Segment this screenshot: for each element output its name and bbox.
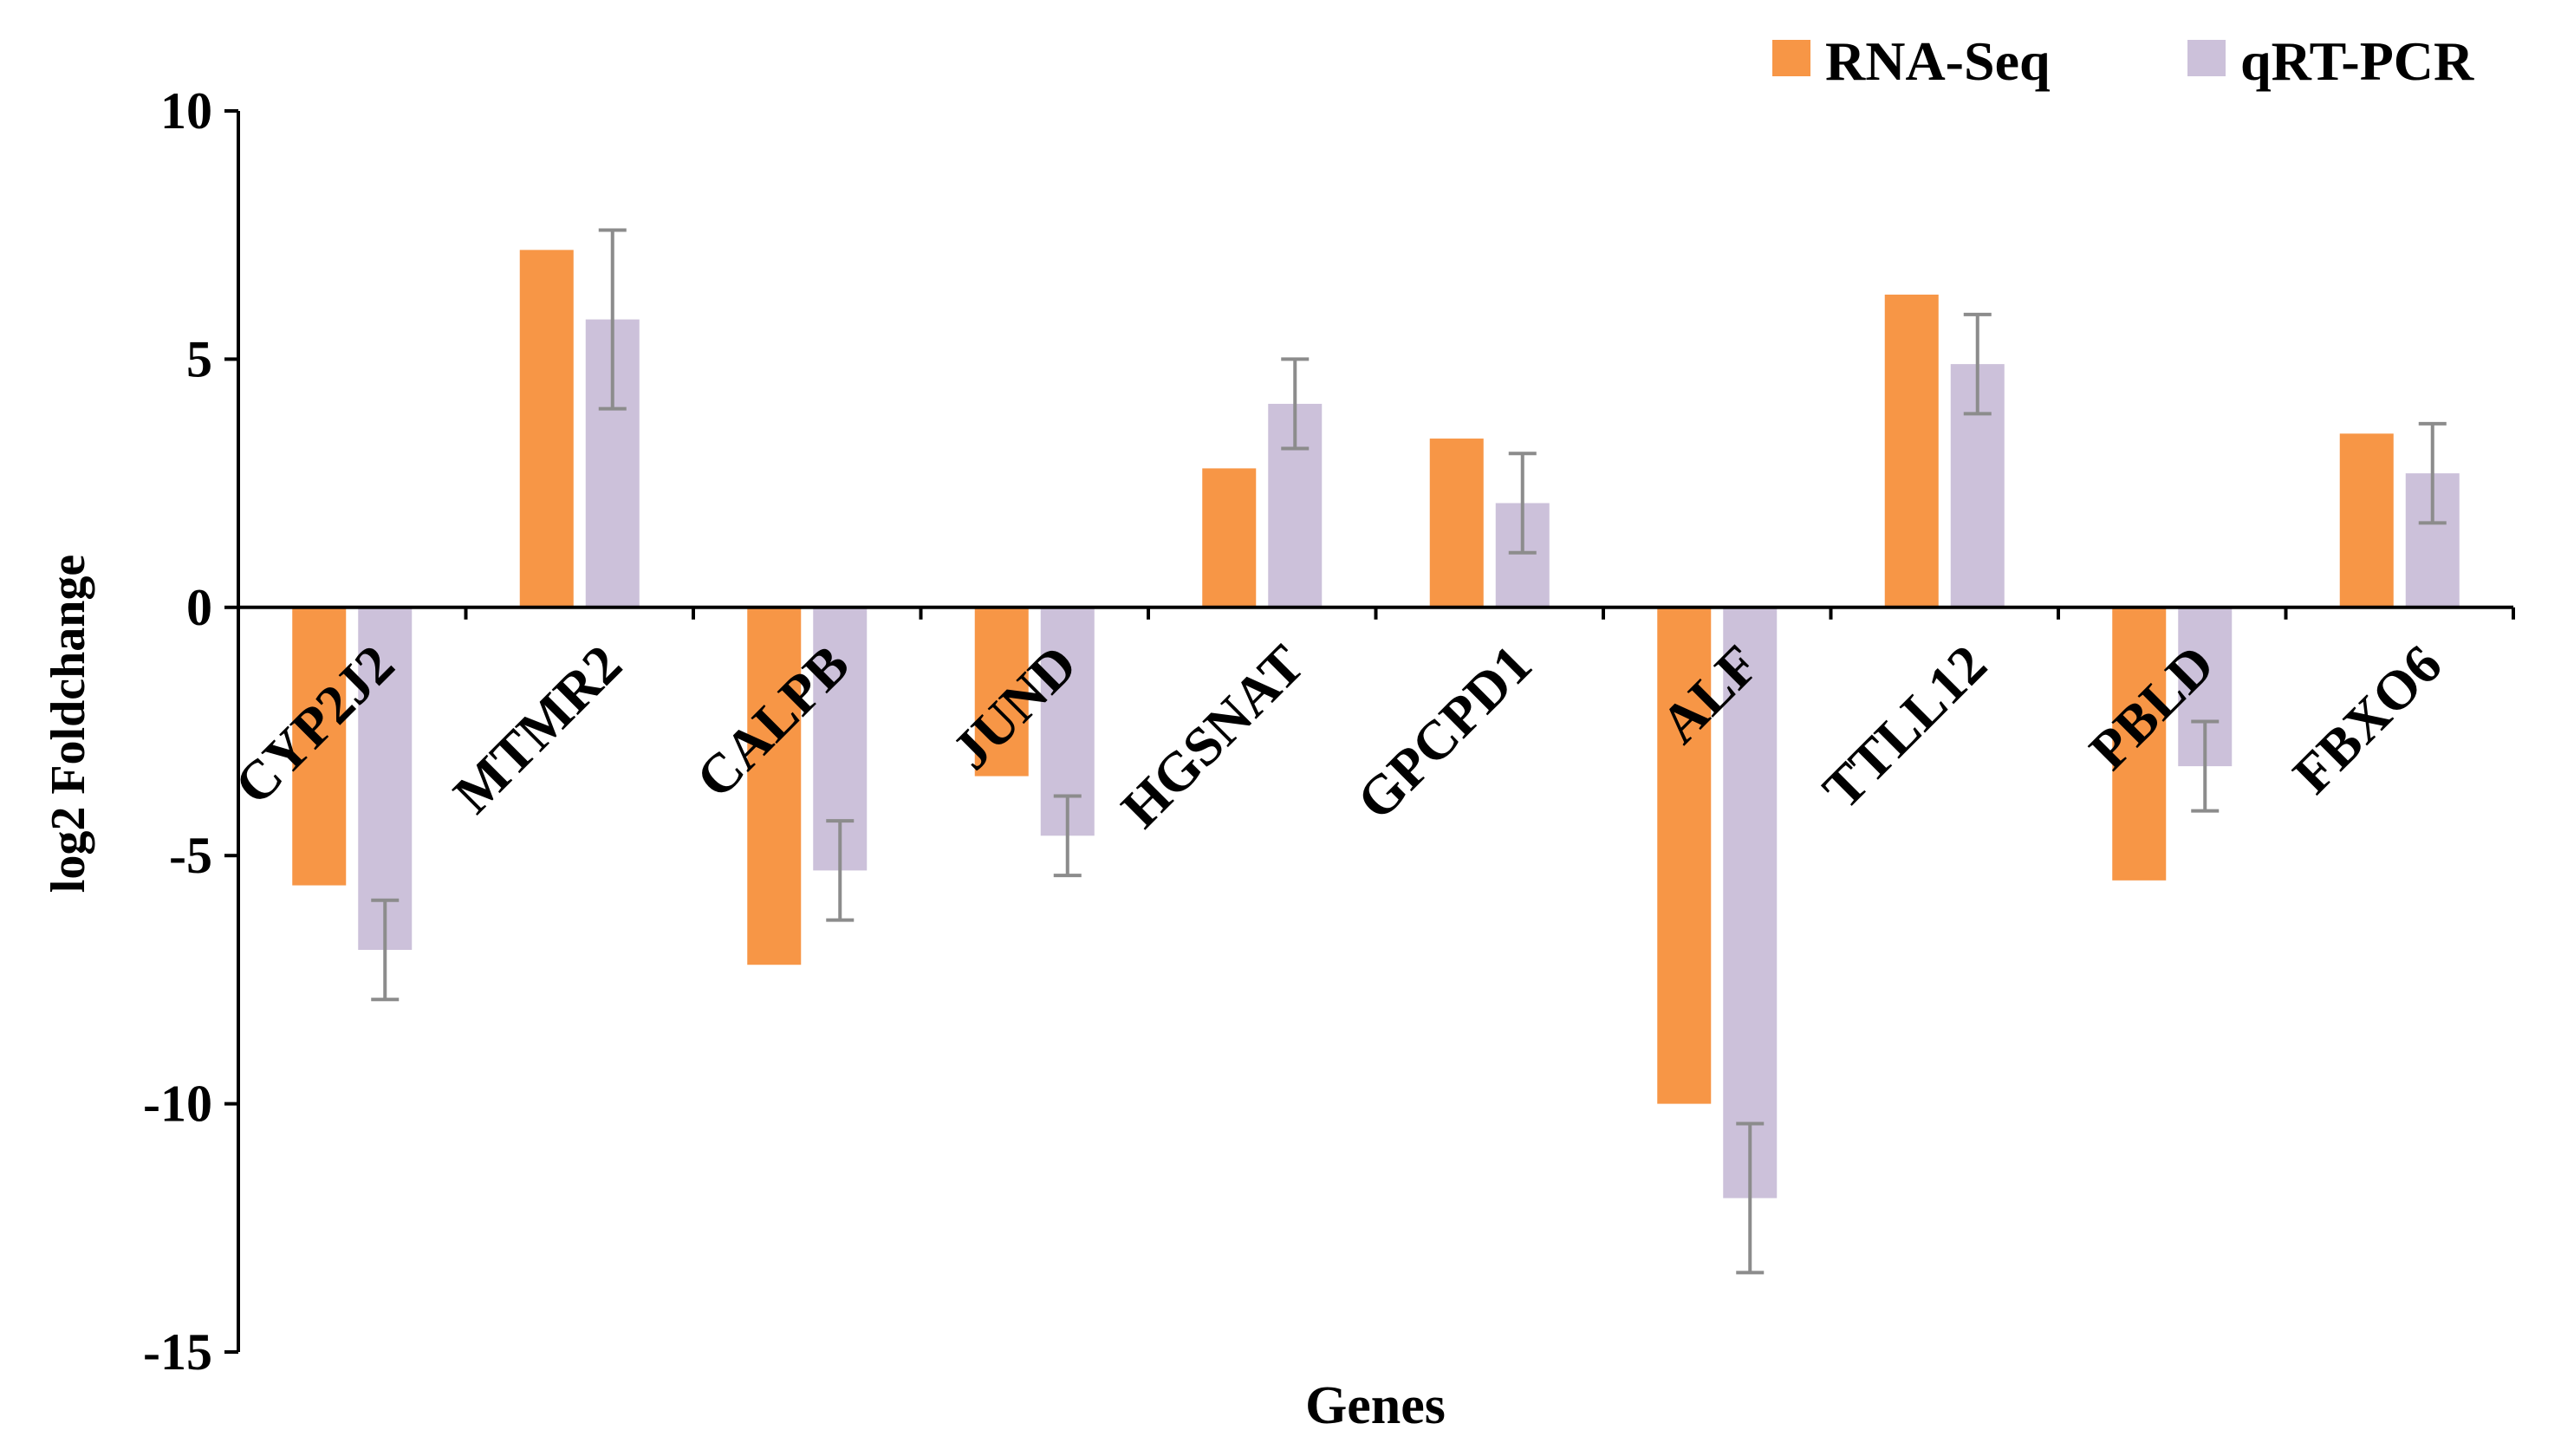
bar-rna-seq-ttll12 [1884,294,1939,608]
bar-rna-seq-gpcpd1 [1429,439,1484,608]
legend-label-rna-seq: RNA-Seq [1825,30,2051,92]
y-tick-label: -15 [143,1323,212,1381]
legend-swatch-rna-seq [1772,40,1810,76]
axes-layer [237,111,2513,1352]
y-tick-label: 5 [186,330,212,387]
legend-label-qrt-pcr: qRT-PCR [2240,30,2474,92]
bar-rna-seq-pbld [2112,607,2167,881]
legend-swatch-qrt-pcr [2187,40,2226,76]
bar-rna-seq-mtmr2 [519,250,574,608]
bar-rna-seq-cyp2j2 [292,607,347,886]
x-tick-label-fbxo6: FBXO6 [2281,633,2454,805]
y-tick-label: 10 [160,82,212,140]
x-axis-title: Genes [1305,1376,1446,1435]
x-tick-label-gpcpd1: GPCPD1 [1345,633,1544,831]
bar-rna-seq-alf [1657,607,1712,1104]
legend: RNA-Seq qRT-PCR [1772,30,2474,92]
bar-rna-seq-jund [974,607,1029,777]
error-bars-layer [371,228,2447,1275]
bar-qrt-pcr-cyp2j2 [358,607,413,951]
x-tick-label-mtmr2: MTMR2 [442,633,634,824]
bar-qrt-pcr-alf [1723,607,1778,1199]
y-axis-title: log2 Foldchange [42,555,95,893]
bar-rna-seq-calpb [747,607,802,965]
y-tick-label: -10 [143,1076,212,1133]
x-tick-label-ttll12: TTLL12 [1810,633,1998,820]
y-tick-label: -5 [169,827,212,884]
bar-rna-seq-fbxo6 [2339,433,2394,608]
y-tick-label: 0 [186,579,212,636]
ticks-layer: 10 5 0 -5 -10 -15 [143,82,2515,1381]
x-tick-label-hgsnat: HGSNAT [1109,633,1316,839]
bar-rna-seq-hgsnat [1202,468,1257,608]
